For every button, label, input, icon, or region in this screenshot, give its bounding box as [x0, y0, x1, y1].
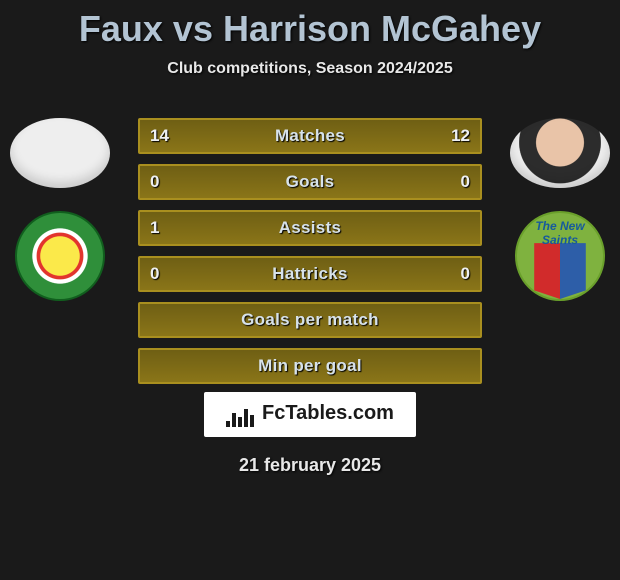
stats-table: 14 Matches 12 0 Goals 0 1 Assists 0 Hatt…: [138, 118, 482, 394]
stat-label: Goals per match: [241, 310, 379, 330]
stat-row-goals-per-match: Goals per match: [138, 302, 482, 338]
comparison-subtitle: Club competitions, Season 2024/2025: [0, 60, 620, 78]
stat-right-value: 12: [451, 126, 470, 146]
stat-row-min-per-goal: Min per goal: [138, 348, 482, 384]
brand-badge: FcTables.com: [204, 392, 416, 437]
player-left-avatar: [10, 118, 110, 188]
stat-row-assists: 1 Assists: [138, 210, 482, 246]
stat-right-value: 0: [461, 264, 470, 284]
player-left-panel: [10, 118, 110, 306]
brand-bars-icon: [226, 404, 256, 427]
stat-right-value: 0: [461, 172, 470, 192]
player-right-avatar: [510, 118, 610, 188]
club-right-badge-icon: The New Saints: [515, 211, 605, 301]
comparison-title: Faux vs Harrison McGahey: [0, 0, 620, 50]
comparison-date: 21 february 2025: [0, 455, 620, 476]
stat-row-hattricks: 0 Hattricks 0: [138, 256, 482, 292]
stat-label: Hattricks: [272, 264, 347, 284]
player-right-panel: The New Saints: [510, 118, 610, 306]
stat-label: Goals: [286, 172, 335, 192]
stat-label: Matches: [275, 126, 345, 146]
footer: FcTables.com 21 february 2025: [0, 392, 620, 476]
stat-label: Min per goal: [258, 356, 362, 376]
club-left-badge-icon: [15, 211, 105, 301]
stat-left-value: 1: [150, 218, 159, 238]
club-right-badge-text: The New Saints: [517, 219, 603, 247]
brand-text: FcTables.com: [262, 402, 394, 424]
stat-row-goals: 0 Goals 0: [138, 164, 482, 200]
stat-left-value: 0: [150, 264, 159, 284]
stat-left-value: 14: [150, 126, 169, 146]
stat-label: Assists: [279, 218, 342, 238]
stat-row-matches: 14 Matches 12: [138, 118, 482, 154]
stat-left-value: 0: [150, 172, 159, 192]
